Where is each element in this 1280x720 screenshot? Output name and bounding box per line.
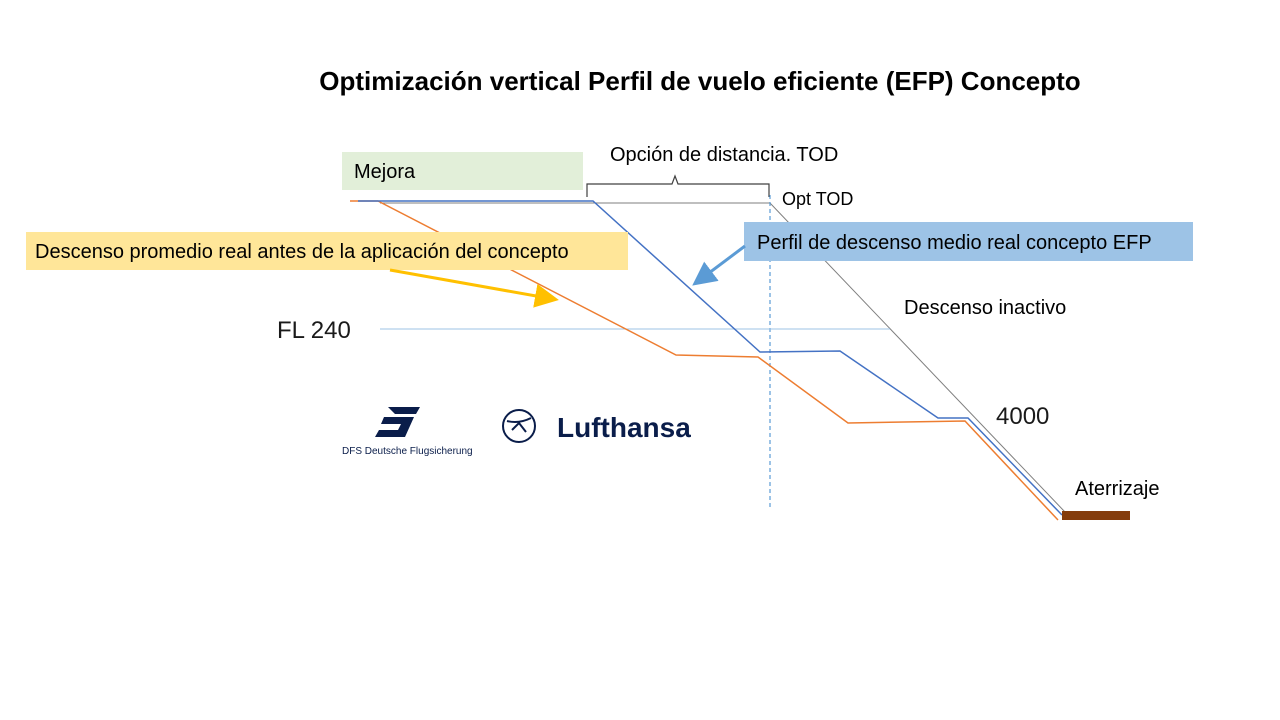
opt-tod-label: Opt TOD: [782, 189, 853, 209]
runway-bar: [1062, 511, 1130, 520]
dfs-logo: DFS Deutsche Flugsicherung: [342, 407, 473, 457]
blue-arrow: [692, 244, 746, 286]
landing-label: Aterrizaje: [1075, 478, 1159, 500]
dfs-logo-mark-icon: [375, 407, 420, 437]
efp-profile-label: Perfil de descenso medio real concepto E…: [757, 232, 1152, 254]
avg-descent-before-label: Descenso promedio real antes de la aplic…: [35, 241, 569, 263]
idle-descent-label: Descenso inactivo: [904, 297, 1066, 319]
avg-descent-before-box-shadow: [148, 262, 628, 270]
distance-brace: [586, 174, 770, 197]
mejora-box: [342, 152, 583, 190]
lufthansa-logo: Lufthansa: [502, 409, 691, 443]
lufthansa-crane-icon: [502, 409, 536, 443]
mejora-label: Mejora: [354, 161, 416, 183]
yellow-arrow: [389, 268, 559, 308]
dfs-logo-text: DFS Deutsche Flugsicherung: [342, 446, 473, 457]
efp-profile-box: [744, 222, 1193, 261]
blue-descent-profile: [358, 200, 1063, 516]
distance-option-label: Opción de distancia. TOD: [610, 144, 838, 166]
lufthansa-crane-shape-icon: [506, 417, 532, 433]
fl240-label: FL 240: [277, 317, 351, 344]
alt-4000-label: 4000: [996, 403, 1049, 430]
lufthansa-logo-text: Lufthansa: [557, 412, 691, 443]
page-title: Optimización vertical Perfil de vuelo ef…: [319, 66, 1080, 96]
